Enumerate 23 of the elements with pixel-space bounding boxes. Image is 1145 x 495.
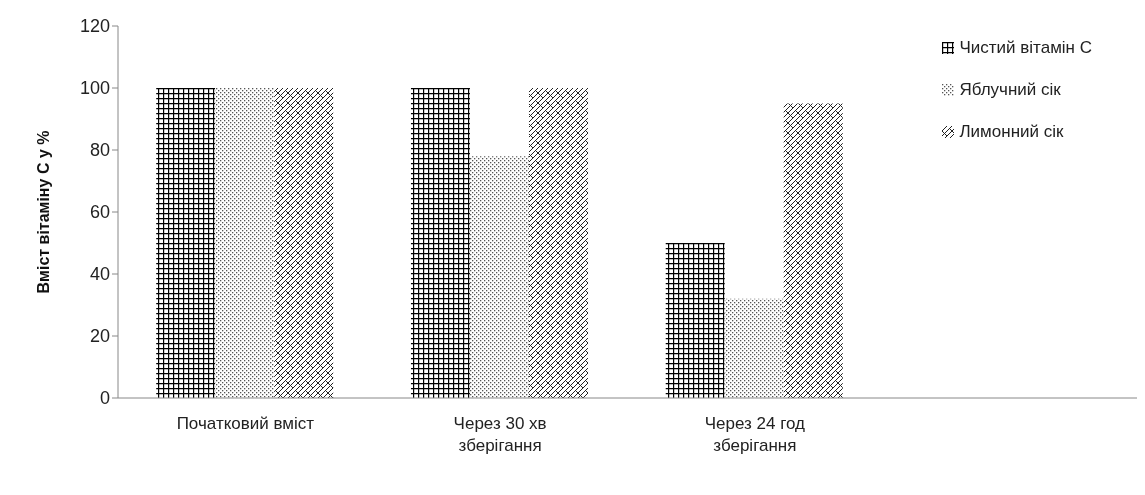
bar — [410, 88, 470, 398]
legend-label: Яблучний сік — [959, 80, 1061, 100]
y-tick-label: 100 — [79, 78, 110, 99]
x-tick-label: Через 24 год зберігання — [704, 414, 806, 455]
bar — [665, 243, 725, 398]
legend-label: Лимонний сік — [959, 122, 1064, 142]
y-tick-label: 120 — [79, 16, 110, 37]
legend-label: Чистий вітамін С — [959, 38, 1092, 58]
bar — [724, 298, 784, 398]
bar — [156, 88, 216, 398]
x-tick-label: Початковий вміст — [176, 414, 315, 434]
bar — [783, 103, 843, 398]
y-tick-label: 40 — [89, 264, 110, 285]
bar — [469, 156, 529, 398]
bar — [274, 88, 334, 398]
y-axis-title: Вміст вітаміну С у % — [34, 130, 52, 294]
bar — [528, 88, 588, 398]
y-tick-label: 0 — [99, 388, 110, 409]
y-tick-label: 20 — [89, 326, 110, 347]
bar — [215, 88, 275, 398]
y-tick-label: 60 — [89, 202, 110, 223]
y-tick-label: 80 — [89, 140, 110, 161]
x-tick-label: Через 30 хв зберігання — [453, 414, 547, 455]
